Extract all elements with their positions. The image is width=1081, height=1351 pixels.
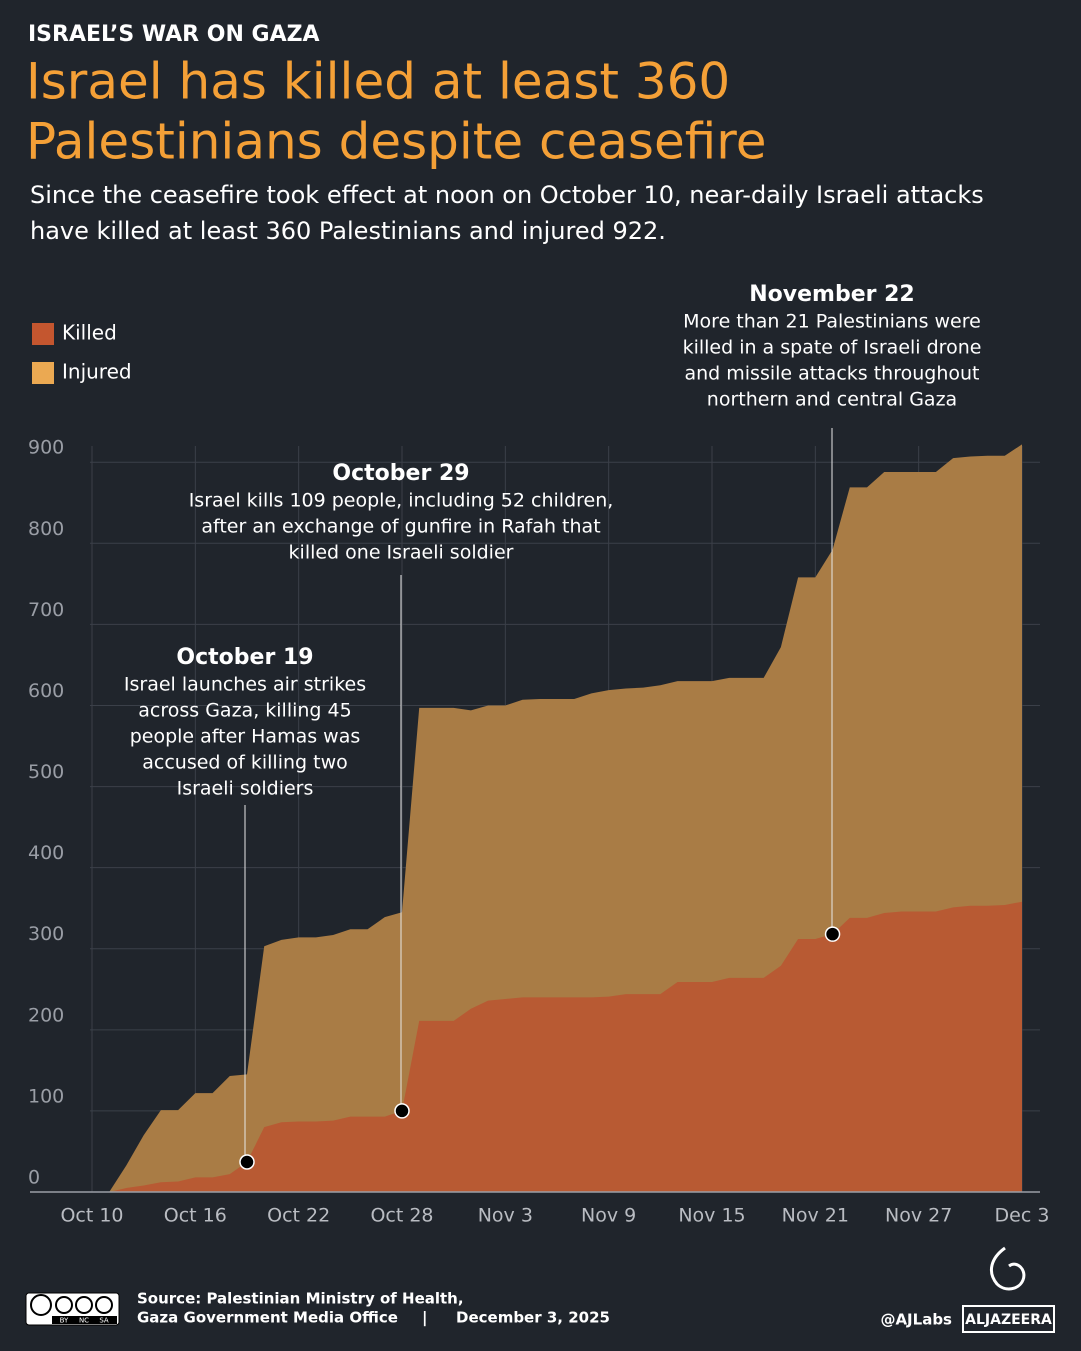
annotation-text: More than 21 Palestinians were — [683, 311, 981, 333]
y-tick-label: 600 — [28, 680, 64, 702]
annotation-dot — [239, 1154, 255, 1170]
y-tick-label: 100 — [28, 1085, 64, 1107]
date: December 3, 2025 — [456, 1309, 610, 1327]
annotation-title: October 19 — [176, 645, 313, 670]
x-tick-label: Nov 9 — [581, 1205, 636, 1227]
annotation-text: Israel launches air strikes — [124, 674, 366, 696]
x-tick-label: Nov 21 — [782, 1205, 849, 1227]
source: Gaza Government Media Office — [137, 1309, 398, 1327]
x-tick-label: Dec 3 — [995, 1205, 1050, 1227]
annotation-text: people after Hamas was — [130, 726, 361, 748]
annotation-text: after an exchange of gunfire in Rafah th… — [201, 516, 600, 538]
cc-strip — [52, 1316, 117, 1324]
annotation-title: November 22 — [749, 282, 915, 307]
cc-icon — [75, 1296, 93, 1314]
legend-swatch — [32, 323, 54, 345]
logo-mark — [989, 1246, 1026, 1291]
legend-label: Killed — [62, 321, 117, 345]
y-tick-label: 900 — [28, 437, 64, 459]
chart-title: Palestinians despite ceasefire — [26, 113, 766, 171]
annotation-text: northern and central Gaza — [707, 389, 957, 411]
annotation-text: across Gaza, killing 45 — [138, 700, 351, 722]
separator: | — [422, 1309, 427, 1328]
x-tick-label: Nov 3 — [478, 1205, 533, 1227]
y-tick-label: 500 — [28, 761, 64, 783]
legend-label: Injured — [62, 360, 132, 384]
subtitle: Since the ceasefire took effect at noon … — [30, 181, 984, 209]
cc-icon — [55, 1296, 73, 1314]
annotation-dot — [394, 1103, 410, 1119]
source: Source: Palestinian Ministry of Health, — [137, 1290, 464, 1308]
y-tick-label: 0 — [28, 1167, 40, 1189]
x-tick-label: Nov 27 — [885, 1205, 952, 1227]
y-tick-label: 800 — [28, 518, 64, 540]
credit: @AJLabs — [880, 1311, 952, 1329]
annotation-text: Israel kills 109 people, including 52 ch… — [189, 490, 614, 512]
kicker: ISRAEL’S WAR ON GAZA — [28, 22, 320, 47]
chart-title: Israel has killed at least 360 — [26, 53, 730, 111]
subtitle: have killed at least 360 Palestinians an… — [30, 217, 666, 245]
x-tick-label: Oct 16 — [164, 1205, 227, 1227]
y-tick-label: 400 — [28, 842, 64, 864]
annotation-text: accused of killing two — [142, 752, 348, 774]
cc-icon — [95, 1296, 113, 1314]
license-label: BY — [60, 1317, 69, 1325]
annotation-title: October 29 — [332, 461, 469, 486]
logo-box — [962, 1305, 1055, 1333]
annotation-text: killed one Israeli soldier — [289, 542, 514, 564]
cc-icon — [30, 1294, 52, 1316]
cc-badge: BY NC SA — [25, 1292, 120, 1326]
x-tick-label: Oct 28 — [370, 1205, 433, 1227]
brand-logo: ALJAZEERA — [962, 1246, 1055, 1333]
y-tick-label: 300 — [28, 923, 64, 945]
brand: ALJAZEERA — [965, 1312, 1052, 1328]
area — [92, 901, 1022, 1192]
annotation-text: killed in a spate of Israeli drone — [683, 337, 982, 359]
y-tick-label: 700 — [28, 599, 64, 621]
y-tick-label: 200 — [28, 1004, 64, 1026]
x-tick-label: Nov 15 — [678, 1205, 745, 1227]
x-tick-label: Oct 22 — [267, 1205, 330, 1227]
x-tick-label: Oct 10 — [60, 1205, 123, 1227]
legend-swatch — [32, 362, 54, 384]
license-label: NC — [79, 1317, 89, 1325]
annotation-text: Israeli soldiers — [177, 778, 314, 800]
license-label: SA — [99, 1317, 109, 1325]
annotation-text: and missile attacks throughout — [684, 363, 979, 385]
annotation-dot — [824, 926, 841, 942]
